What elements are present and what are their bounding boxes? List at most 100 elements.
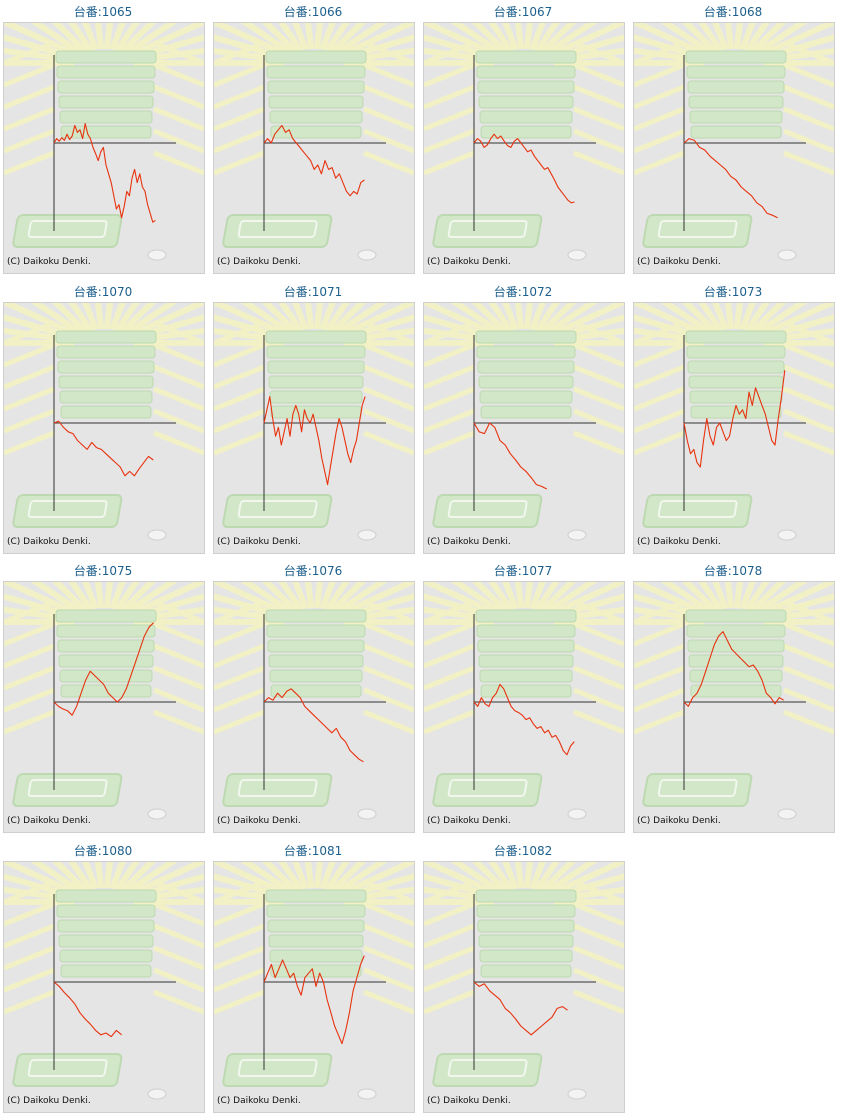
watermark xyxy=(4,862,204,1100)
chart-frame[interactable]: (C) Daikoku Denki. xyxy=(213,581,415,833)
machine-number-link[interactable]: 台番:1076 xyxy=(283,564,343,578)
machine-number-link[interactable]: 台番:1066 xyxy=(283,5,343,19)
chart-frame[interactable]: (C) Daikoku Denki. xyxy=(423,581,625,833)
chart-frame[interactable]: (C) Daikoku Denki. xyxy=(3,861,205,1113)
machine-number-link[interactable]: 台番:1071 xyxy=(283,285,343,299)
copyright-text: (C) Daikoku Denki. xyxy=(637,816,721,826)
slump-chart xyxy=(214,303,414,541)
watermark xyxy=(424,582,624,820)
chart-title: 台番:1075 xyxy=(0,563,206,579)
watermark xyxy=(4,582,204,820)
series-line xyxy=(53,622,154,716)
chart-title: 台番:1073 xyxy=(630,284,836,300)
chart-title: 台番:1081 xyxy=(210,843,416,859)
machine-number-link[interactable]: 台番:1081 xyxy=(283,844,343,858)
chart-frame[interactable]: (C) Daikoku Denki. xyxy=(213,22,415,274)
series-line xyxy=(53,123,156,223)
chart-frame[interactable]: (C) Daikoku Denki. xyxy=(3,581,205,833)
series-line xyxy=(683,370,786,468)
chart-card: 台番:1082 (C) Daikoku Denki. xyxy=(420,839,626,1115)
slump-chart xyxy=(214,23,414,261)
chart-frame[interactable]: (C) Daikoku Denki. xyxy=(423,22,625,274)
chart-title: 台番:1071 xyxy=(210,284,416,300)
series-line xyxy=(473,981,568,1036)
machine-number-link[interactable]: 台番:1065 xyxy=(73,5,133,19)
copyright-text: (C) Daikoku Denki. xyxy=(217,537,301,547)
copyright-text: (C) Daikoku Denki. xyxy=(217,257,301,267)
chart-card: 台番:1066 (C) Daikoku Denki. xyxy=(210,0,416,276)
watermark xyxy=(634,303,834,541)
machine-number-link[interactable]: 台番:1067 xyxy=(493,5,553,19)
machine-number-link[interactable]: 台番:1077 xyxy=(493,564,553,578)
chart-title: 台番:1066 xyxy=(210,4,416,20)
chart-title: 台番:1065 xyxy=(0,4,206,20)
chart-title: 台番:1076 xyxy=(210,563,416,579)
machine-number-link[interactable]: 台番:1082 xyxy=(493,844,553,858)
chart-frame[interactable]: (C) Daikoku Denki. xyxy=(213,302,415,554)
machine-number-link[interactable]: 台番:1073 xyxy=(703,285,763,299)
slump-chart xyxy=(424,862,624,1100)
chart-title: 台番:1068 xyxy=(630,4,836,20)
chart-card: 台番:1073 (C) Daikoku Denki. xyxy=(630,280,836,556)
chart-card: 台番:1076 (C) Daikoku Denki. xyxy=(210,559,416,835)
machine-number-link[interactable]: 台番:1078 xyxy=(703,564,763,578)
chart-card: 台番:1072 (C) Daikoku Denki. xyxy=(420,280,626,556)
copyright-text: (C) Daikoku Denki. xyxy=(637,257,721,267)
series-line xyxy=(473,133,575,204)
chart-frame[interactable]: (C) Daikoku Denki. xyxy=(633,581,835,833)
chart-frame[interactable]: (C) Daikoku Denki. xyxy=(423,861,625,1113)
machine-number-link[interactable]: 台番:1075 xyxy=(73,564,133,578)
chart-frame[interactable]: (C) Daikoku Denki. xyxy=(633,302,835,554)
chart-title: 台番:1078 xyxy=(630,563,836,579)
chart-card: 台番:1065 (C) Daikoku Denki. xyxy=(0,0,206,276)
copyright-text: (C) Daikoku Denki. xyxy=(427,537,511,547)
watermark xyxy=(214,303,414,541)
copyright-text: (C) Daikoku Denki. xyxy=(217,816,301,826)
watermark xyxy=(214,582,414,820)
chart-frame[interactable]: (C) Daikoku Denki. xyxy=(3,302,205,554)
chart-card: 台番:1070 (C) Daikoku Denki. xyxy=(0,280,206,556)
chart-frame[interactable]: (C) Daikoku Denki. xyxy=(3,22,205,274)
chart-title: 台番:1077 xyxy=(420,563,626,579)
chart-card: 台番:1068 (C) Daikoku Denki. xyxy=(630,0,836,276)
chart-title: 台番:1082 xyxy=(420,843,626,859)
slump-chart xyxy=(424,303,624,541)
copyright-text: (C) Daikoku Denki. xyxy=(217,1096,301,1106)
copyright-text: (C) Daikoku Denki. xyxy=(7,257,91,267)
machine-number-link[interactable]: 台番:1070 xyxy=(73,285,133,299)
series-line xyxy=(53,420,154,477)
slump-chart xyxy=(4,303,204,541)
slump-chart xyxy=(424,582,624,820)
copyright-text: (C) Daikoku Denki. xyxy=(427,257,511,267)
watermark xyxy=(424,862,624,1100)
series-line xyxy=(263,396,366,486)
chart-card: 台番:1071 (C) Daikoku Denki. xyxy=(210,280,416,556)
copyright-text: (C) Daikoku Denki. xyxy=(427,1096,511,1106)
chart-card: 台番:1078 (C) Daikoku Denki. xyxy=(630,559,836,835)
chart-card: 台番:1075 (C) Daikoku Denki. xyxy=(0,559,206,835)
chart-title: 台番:1067 xyxy=(420,4,626,20)
chart-title: 台番:1080 xyxy=(0,843,206,859)
series-line xyxy=(473,422,548,490)
watermark xyxy=(424,303,624,541)
machine-number-link[interactable]: 台番:1068 xyxy=(703,5,763,19)
series-line xyxy=(53,981,122,1038)
series-line xyxy=(683,631,784,707)
slump-chart xyxy=(4,23,204,261)
chart-frame[interactable]: (C) Daikoku Denki. xyxy=(423,302,625,554)
watermark xyxy=(214,862,414,1100)
chart-frame[interactable]: (C) Daikoku Denki. xyxy=(633,22,835,274)
watermark xyxy=(634,23,834,261)
series-line xyxy=(263,688,364,763)
watermark xyxy=(4,303,204,541)
chart-frame[interactable]: (C) Daikoku Denki. xyxy=(213,861,415,1113)
slump-chart xyxy=(4,862,204,1100)
machine-number-link[interactable]: 台番:1080 xyxy=(73,844,133,858)
slump-chart xyxy=(214,862,414,1100)
copyright-text: (C) Daikoku Denki. xyxy=(7,537,91,547)
machine-number-link[interactable]: 台番:1072 xyxy=(493,285,553,299)
chart-title: 台番:1070 xyxy=(0,284,206,300)
copyright-text: (C) Daikoku Denki. xyxy=(7,1096,91,1106)
copyright-text: (C) Daikoku Denki. xyxy=(427,816,511,826)
